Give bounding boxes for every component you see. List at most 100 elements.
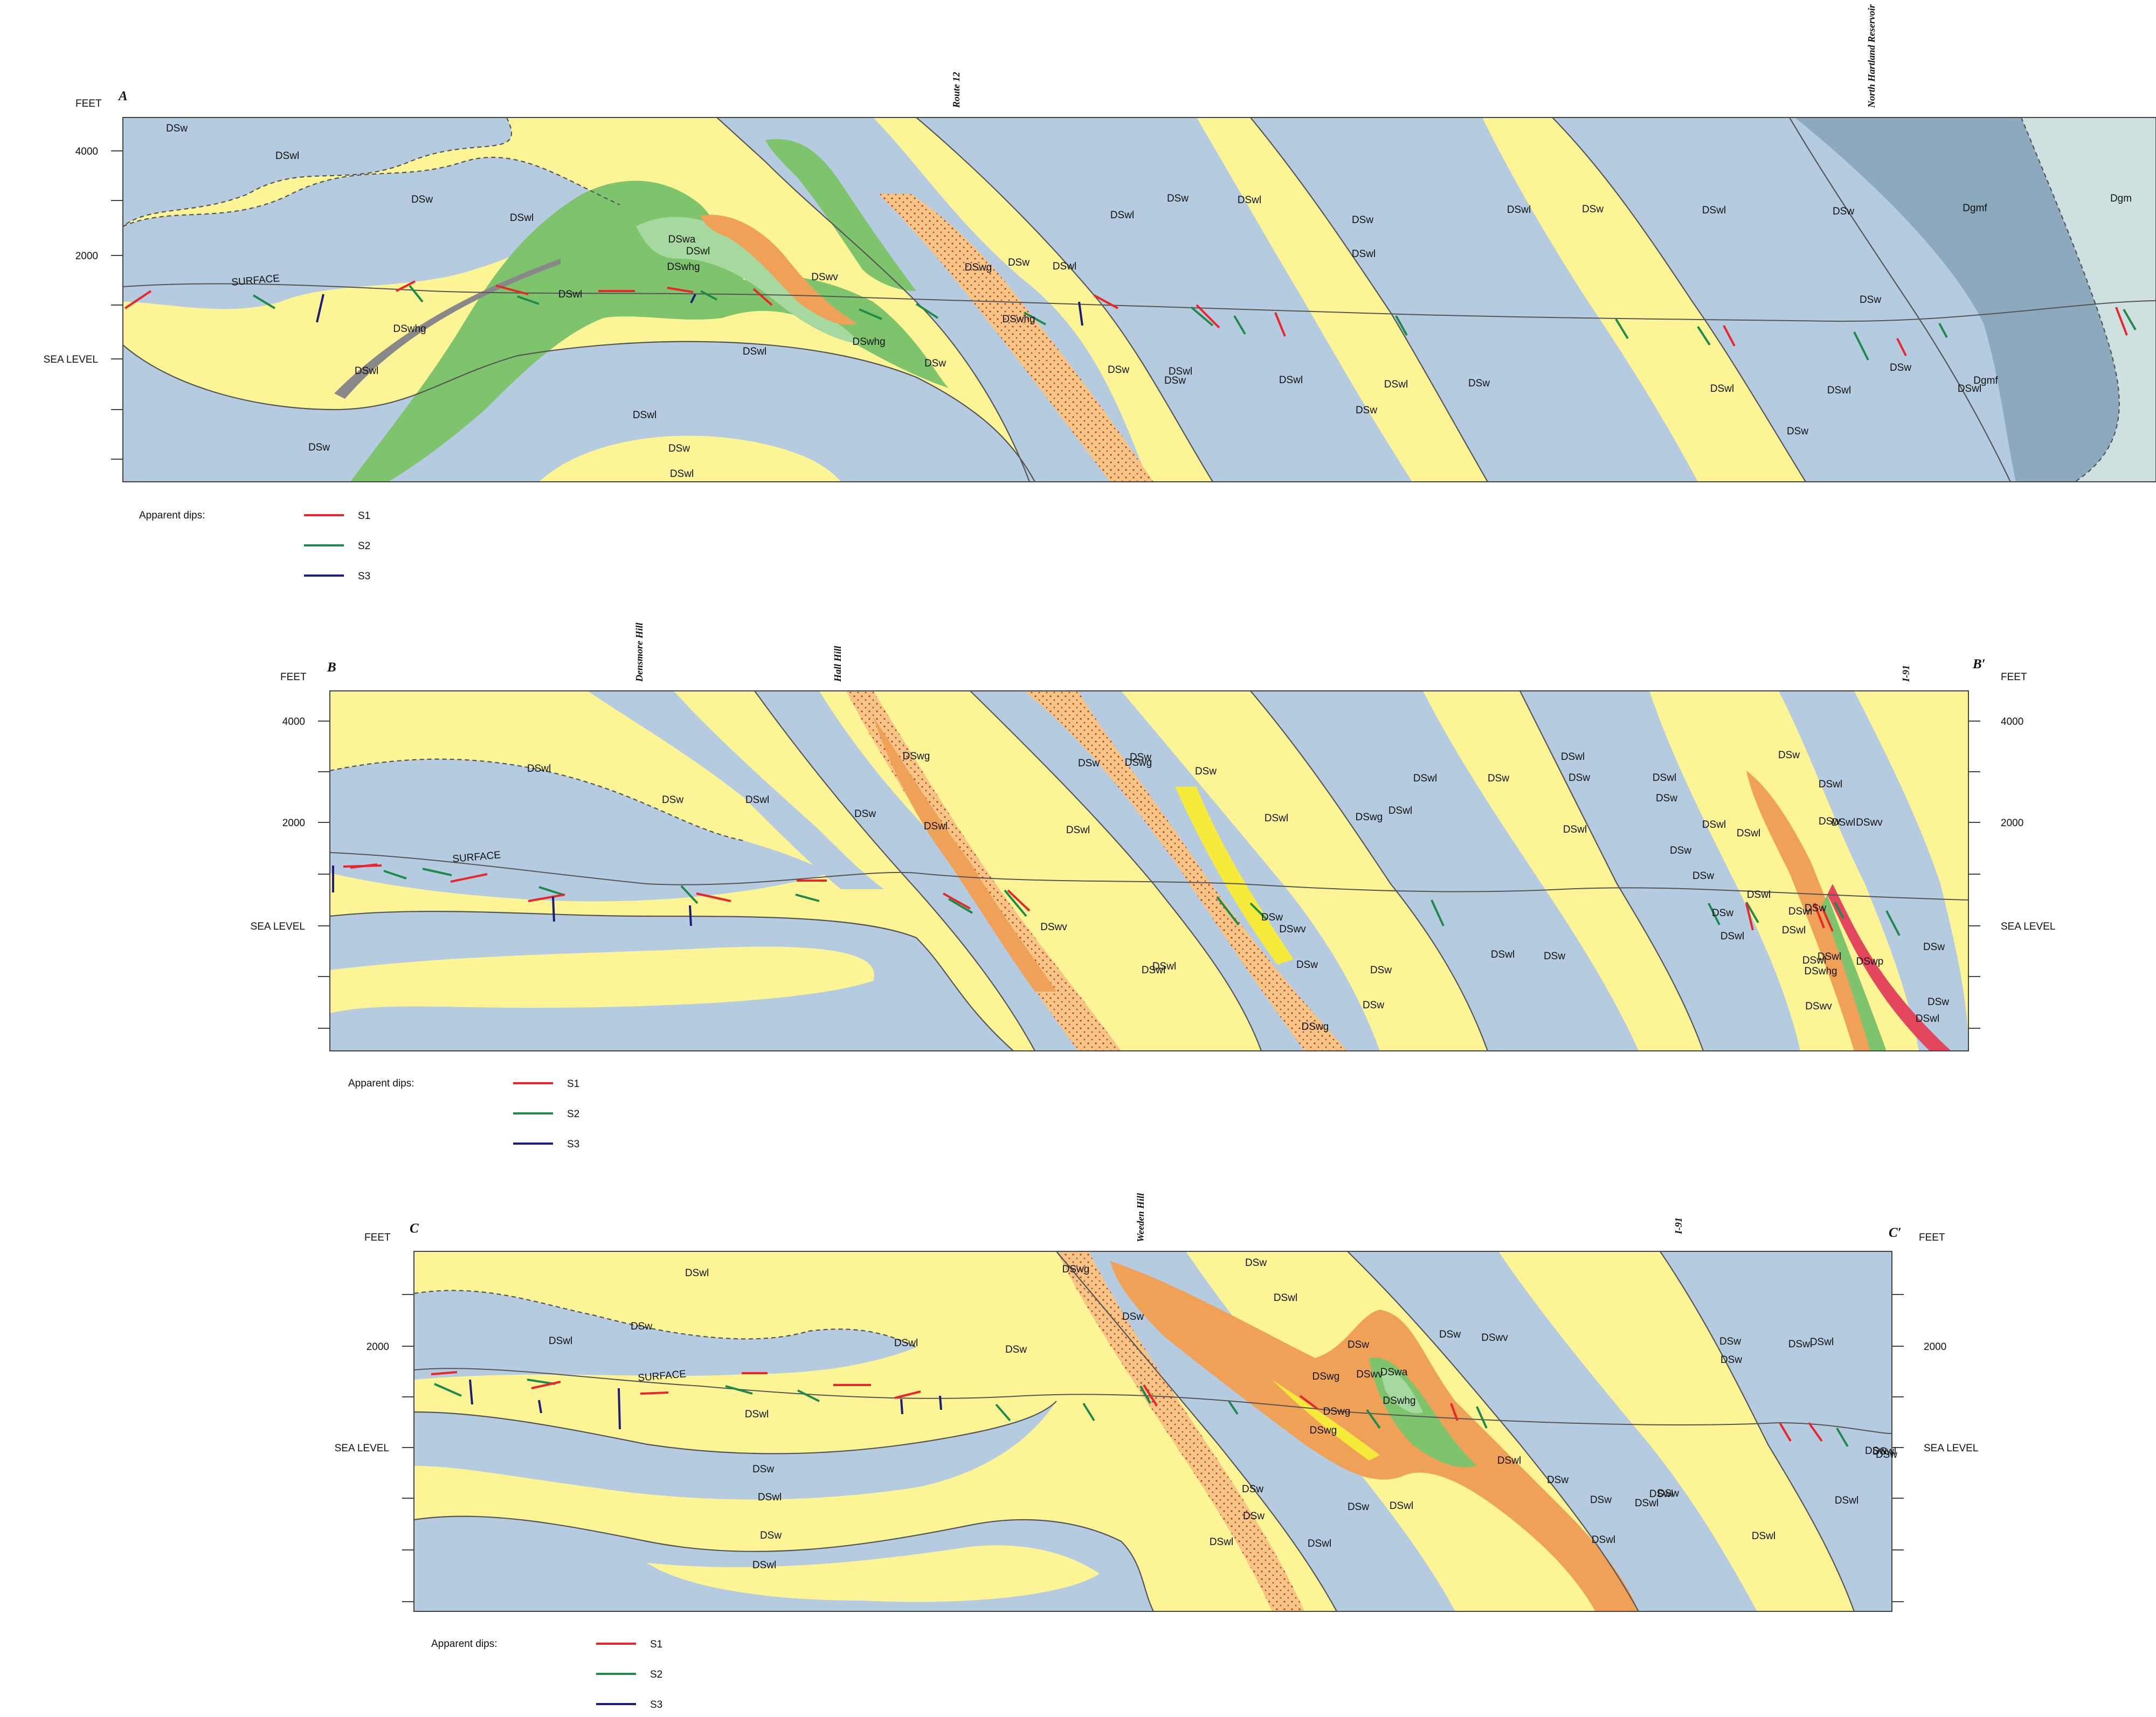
apparent-dip-mark-s2 bbox=[995, 1403, 1011, 1422]
section-c-unit-label: DSwg bbox=[1312, 1371, 1340, 1382]
section-b-unit-label: DSwl bbox=[1563, 824, 1587, 835]
section-c-unit-label: DSwg bbox=[1310, 1425, 1337, 1436]
section-c-axis-right-tick: SEA LEVEL bbox=[1924, 1443, 1978, 1454]
section-b-unit-label: DSwl bbox=[1653, 772, 1676, 784]
section-b-unit-label: DSw bbox=[1692, 870, 1714, 882]
apparent-dip-mark-s2 bbox=[1233, 315, 1246, 335]
section-c-unit-label: DSwl bbox=[1752, 1531, 1775, 1542]
section-a-unit-label: DSwv bbox=[811, 272, 838, 283]
section-a-label-left: A bbox=[118, 89, 128, 103]
section-b-unit-label: DSwl bbox=[924, 821, 948, 832]
section-a bbox=[122, 117, 2156, 482]
apparent-dip-mark-s1 bbox=[350, 863, 378, 869]
section-a-dswa bbox=[636, 217, 862, 345]
section-a-dsw-lower bbox=[123, 341, 1035, 482]
section-c-dsw-middle bbox=[414, 1401, 1056, 1500]
apparent-dip-mark-s2 bbox=[725, 1385, 753, 1395]
section-a-dswg-dots bbox=[879, 194, 1153, 482]
section-a-unit-label: DSw bbox=[1167, 193, 1188, 204]
section-c-dswl-lower bbox=[647, 1545, 1100, 1602]
apparent-dip-mark-s2 bbox=[252, 294, 276, 309]
apparent-dip-mark-s2 bbox=[1885, 910, 1901, 936]
section-c-axis-right-tick: 2000 bbox=[1924, 1341, 1946, 1353]
section-b-unit-label: DSw bbox=[854, 808, 876, 820]
apparent-dip-mark-s1 bbox=[1779, 1422, 1792, 1442]
section-a-unit-label: DSwl bbox=[1827, 385, 1851, 396]
apparent-dip-mark-s2 bbox=[1938, 323, 1948, 338]
section-b-unit-label: DSwg bbox=[1125, 757, 1152, 769]
section-b-legend-label-s3: S3 bbox=[567, 1139, 579, 1150]
section-a-unit-label: DSwl bbox=[1053, 261, 1076, 272]
section-a-unit-label: DSwl bbox=[686, 246, 710, 257]
section-c-unit-label: DSw bbox=[1348, 1339, 1369, 1351]
apparent-dip-mark-s1 bbox=[1143, 1384, 1158, 1407]
section-c-unit-label: DSwl bbox=[1274, 1292, 1297, 1304]
section-a-unit-label: DSw bbox=[1582, 204, 1604, 215]
section-c-unit-label: DSwl bbox=[894, 1338, 918, 1349]
section-b-unit-label: DSwl bbox=[1720, 931, 1744, 942]
section-a-surface-line bbox=[123, 283, 2156, 322]
apparent-dip-mark-s1 bbox=[495, 285, 529, 295]
section-a-unit-label: DSwl bbox=[1958, 383, 1981, 394]
section-a-unit-label: DSw bbox=[1890, 362, 1911, 373]
section-b-unit-label: DSwl bbox=[1388, 805, 1412, 816]
section-b-unit-label: DSw bbox=[1544, 951, 1565, 962]
section-b-axis-right-unit: FEET bbox=[2001, 671, 2027, 683]
section-c-yellow-lens bbox=[1272, 1380, 1380, 1460]
section-b-dsw-lower bbox=[330, 911, 1013, 1051]
apparent-dip-mark-s3 bbox=[552, 896, 555, 922]
section-b-label-left: B bbox=[327, 660, 336, 675]
section-b-unit-label: DSwl bbox=[1413, 773, 1437, 784]
section-c-unit-label: DSw bbox=[1242, 1484, 1263, 1495]
apparent-dip-mark-s1 bbox=[696, 892, 731, 902]
apparent-dip-mark-s3 bbox=[316, 294, 324, 323]
section-b-dsw-band-6 bbox=[1779, 691, 1968, 1051]
apparent-dip-mark-s2 bbox=[700, 290, 717, 301]
section-a-axis-tick: 4000 bbox=[75, 146, 98, 157]
section-b-legend-title: Apparent dips: bbox=[348, 1078, 414, 1089]
section-a-legend-label-s3: S3 bbox=[358, 571, 370, 582]
apparent-dip-mark-s2 bbox=[1082, 1402, 1095, 1422]
section-a-dsw-band-3 bbox=[1250, 117, 1698, 482]
section-b-dsw-band-4 bbox=[1250, 691, 1639, 1051]
section-a-dgm bbox=[2021, 117, 2156, 482]
section-c-unit-label: DSw bbox=[1590, 1494, 1612, 1506]
section-b-unit-label: DSwl bbox=[527, 763, 551, 774]
apparent-dip-mark-s2 bbox=[795, 894, 820, 902]
section-a-axis-tick: SEA LEVEL bbox=[44, 354, 98, 365]
section-a-unit-label: DSw bbox=[308, 442, 330, 453]
section-a-unit-label: DSwl bbox=[1238, 195, 1261, 206]
text-layer: A FEET 4000 2000 SEA LEVEL Route 12 North Hart… bbox=[44, 4, 2132, 1711]
apparent-dip-mark-s3 bbox=[689, 905, 692, 926]
apparent-dip-mark-s1 bbox=[2115, 307, 2128, 336]
section-c-unit-label: DSw bbox=[1005, 1344, 1027, 1355]
section-b-unit-label: DSwl bbox=[1819, 779, 1842, 790]
section-a-unit-label: DSwhg bbox=[852, 336, 885, 348]
section-b-unit-label: DSwl bbox=[745, 794, 769, 806]
apparent-dip-mark-s2 bbox=[1216, 896, 1240, 926]
section-a-unit-label: DSwl bbox=[1507, 204, 1531, 216]
section-b-unit-label: DSwl bbox=[1491, 949, 1515, 960]
section-a-axis-tick: 2000 bbox=[75, 251, 98, 262]
section-c-unit-label: DSw bbox=[1348, 1501, 1369, 1513]
apparent-dip-mark-s2 bbox=[1836, 1427, 1849, 1448]
apparent-dip-mark-s2 bbox=[1139, 1386, 1151, 1404]
apparent-dip-mark-s2 bbox=[1190, 306, 1214, 327]
section-b-unit-label: DSwl bbox=[1782, 925, 1806, 936]
section-c-unit-label: DSwl bbox=[745, 1409, 769, 1420]
section-a-grey-unit bbox=[334, 259, 561, 399]
section-a-unit-label: DSw bbox=[924, 358, 946, 369]
section-b-unit-label: DSwg bbox=[1302, 1021, 1329, 1033]
section-b-unit-label: DSwv bbox=[1856, 817, 1883, 828]
section-a-unit-label: DSwg bbox=[965, 262, 992, 273]
section-c-unit-label: DSwl bbox=[549, 1335, 572, 1347]
section-a-unit-label: DSwl bbox=[1384, 379, 1408, 390]
section-a-unit-label: DSwl bbox=[1169, 366, 1192, 377]
apparent-dip-mark-s3 bbox=[618, 1388, 621, 1430]
section-c-unit-label: DSwl bbox=[1390, 1500, 1413, 1512]
section-b-axis-unit: FEET bbox=[280, 671, 307, 683]
section-a-unit-label: DSwl bbox=[355, 365, 378, 377]
section-a-unit-label: DSwhg bbox=[1002, 314, 1035, 325]
section-a-unit-label: DSw bbox=[668, 443, 690, 454]
